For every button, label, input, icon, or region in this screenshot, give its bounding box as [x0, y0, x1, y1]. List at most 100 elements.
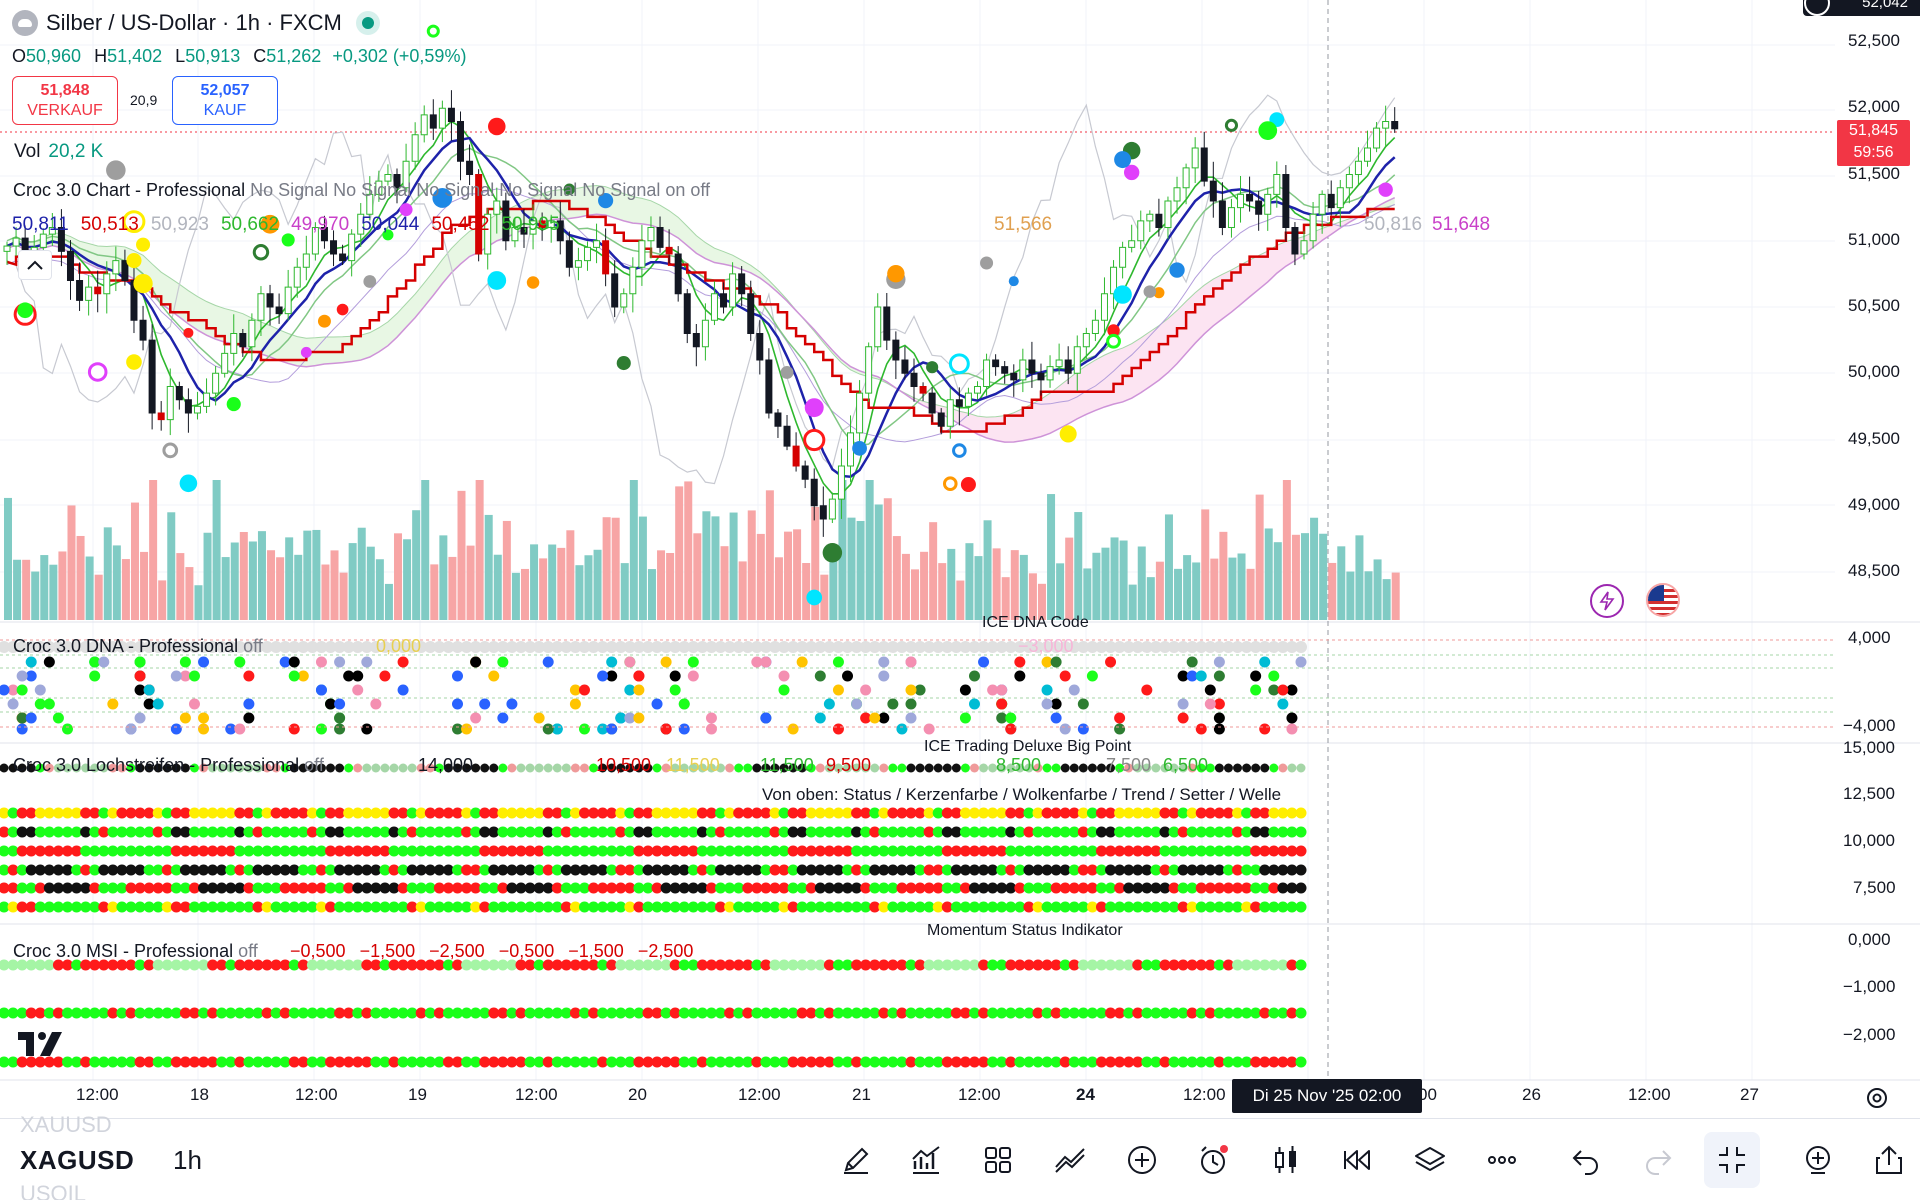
- loch-wave-dot: [1005, 901, 1017, 913]
- alert-button[interactable]: [1193, 1139, 1235, 1181]
- msi-row-3: [161, 1056, 173, 1068]
- replay-button[interactable]: [1337, 1139, 1379, 1181]
- add-button[interactable]: [1121, 1139, 1163, 1181]
- loch-status-dot: [343, 807, 355, 819]
- loch-trend-dot: [7, 864, 19, 876]
- ticker-next[interactable]: USOIL: [20, 1181, 87, 1200]
- volume-legend[interactable]: Vol 20,2 K: [14, 141, 103, 163]
- loch-cloud-dot: [1232, 845, 1244, 857]
- indicators-button[interactable]: [905, 1139, 947, 1181]
- buy-button[interactable]: 52,057 KAUF: [172, 76, 278, 125]
- candle-body: [311, 227, 319, 255]
- loch-setter-dot: [633, 882, 645, 894]
- loch-wave-dot: [297, 901, 309, 913]
- tradingview-logo[interactable]: [18, 1030, 64, 1063]
- loch-wave-dot: [125, 901, 137, 913]
- ticker-symbol[interactable]: XAGUSD: [20, 1145, 135, 1175]
- chevron-up-icon: [27, 260, 43, 270]
- dna-ghost-dot: [360, 641, 373, 653]
- dna-ghost-dot: [369, 641, 382, 653]
- loch-trend-dot: [1186, 864, 1198, 876]
- msi-row-2: [923, 1007, 935, 1019]
- more-button[interactable]: [1481, 1139, 1523, 1181]
- dna-dot: [1204, 684, 1216, 696]
- loch-status-dot: [1159, 807, 1171, 819]
- dna-dot: [869, 712, 881, 724]
- interval-selector[interactable]: 1h: [173, 1145, 202, 1175]
- chart-settings-button[interactable]: [1864, 1085, 1890, 1116]
- candle-body: [475, 174, 483, 255]
- croc-chart-legend[interactable]: Croc 3.0 Chart - Professional No Signal …: [13, 180, 710, 201]
- msi-row-1: [461, 959, 473, 971]
- dna-dot: [606, 723, 618, 735]
- dna-dot: [1177, 698, 1189, 710]
- loch-trend-dot: [932, 864, 944, 876]
- dna-ghost-dot: [823, 641, 836, 653]
- ma-line-1: [6, 147, 1396, 447]
- msi-row-2: [914, 1007, 926, 1019]
- loch-wave-dot: [705, 901, 717, 913]
- dna-dot: [533, 712, 545, 724]
- dna-dot: [179, 712, 191, 724]
- msi-row-3: [778, 1056, 790, 1068]
- dna-ghost-dot: [505, 641, 518, 653]
- loch-candle-dot: [542, 826, 554, 838]
- lightning-button[interactable]: [1590, 584, 1624, 618]
- layers-button[interactable]: [1409, 1139, 1451, 1181]
- loch-legend[interactable]: Croc 3.0 Lochstreifen - Professional off: [13, 755, 324, 776]
- msi-row-3: [379, 1056, 391, 1068]
- volume-bar: [1155, 561, 1164, 620]
- loch-status-dot: [733, 807, 745, 819]
- candle-body: [175, 386, 183, 401]
- add-pane-button[interactable]: [1797, 1139, 1839, 1181]
- undo-button[interactable]: [1565, 1139, 1607, 1181]
- loch-trend-dot: [107, 864, 119, 876]
- msi-row-1: [198, 959, 210, 971]
- senkou-a-line: [6, 184, 1395, 418]
- layout-button[interactable]: [977, 1139, 1019, 1181]
- share-button[interactable]: [1868, 1139, 1910, 1181]
- ticker-prev[interactable]: XAUUSD: [20, 1112, 112, 1137]
- loch-trend-dot: [851, 864, 863, 876]
- signal-dot: [1107, 324, 1120, 337]
- dna-dot: [397, 656, 409, 668]
- us-flag-button[interactable]: [1646, 583, 1680, 617]
- loch-setter-dot: [696, 882, 708, 894]
- loch-wave-dot: [578, 901, 590, 913]
- loch-top-dot: [1060, 763, 1070, 773]
- msi-row-2: [968, 1007, 980, 1019]
- fullscreen-exit-button[interactable]: [1704, 1132, 1760, 1188]
- msi-row-1: [297, 959, 309, 971]
- add-alert-price-button[interactable]: [1804, 0, 1830, 16]
- msi-row-3: [796, 1056, 808, 1068]
- msi-row-1: [615, 959, 627, 971]
- chart-canvas[interactable]: [0, 0, 1920, 1118]
- msi-row-3: [98, 1056, 110, 1068]
- sell-button[interactable]: 51,848 VERKAUF: [12, 76, 118, 125]
- symbol-legend[interactable]: Silber / US-Dollar · 1h · FXCM: [12, 10, 380, 36]
- msi-row-1: [1232, 959, 1244, 971]
- msi-row-2: [1277, 1007, 1289, 1019]
- loch-status-dot: [669, 807, 681, 819]
- loch-setter-dot: [1023, 882, 1035, 894]
- msi-row-1: [1095, 959, 1107, 971]
- candle-style-button[interactable]: [1265, 1139, 1307, 1181]
- signal-ring: [1106, 333, 1121, 349]
- loch-trend-dot: [959, 864, 971, 876]
- drawings-button[interactable]: [1049, 1139, 1091, 1181]
- loch-value-4: 11,500: [760, 755, 814, 775]
- dna-subtitle: ICE DNA Code: [982, 614, 1089, 631]
- collapse-legend-button[interactable]: [18, 250, 52, 280]
- msi-legend[interactable]: Croc 3.0 MSI - Professional off: [13, 941, 258, 962]
- loch-candle-dot: [52, 826, 64, 838]
- pencil-button[interactable]: [835, 1139, 877, 1181]
- dna-legend[interactable]: Croc 3.0 DNA - Professional off: [13, 636, 263, 657]
- loch-setter-dot: [306, 882, 318, 894]
- loch-wave-dot: [89, 901, 101, 913]
- volume-bar: [557, 547, 566, 620]
- redo-button[interactable]: [1637, 1139, 1679, 1181]
- candle-body: [484, 213, 492, 255]
- loch-setter-dot: [1077, 882, 1089, 894]
- dna-dot: [89, 656, 101, 668]
- loch-trend-dot: [1295, 864, 1307, 876]
